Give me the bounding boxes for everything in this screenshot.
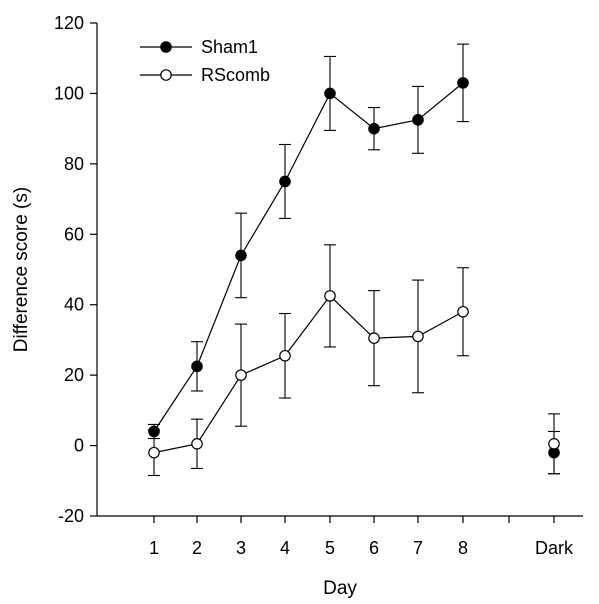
y-tick-label: 0 [74, 436, 84, 456]
legend: Sham1 RScomb [140, 37, 270, 85]
series-line [153, 295, 464, 454]
legend-marker [160, 41, 172, 53]
data-point [279, 175, 291, 188]
x-tick-label: 4 [280, 538, 290, 558]
data-point [235, 249, 247, 262]
series-rscomb [148, 244, 560, 477]
data-point [279, 349, 291, 362]
data-point [324, 290, 336, 302]
data-point [412, 330, 424, 343]
data-point [412, 114, 424, 126]
legend-marker [160, 69, 172, 81]
data-point [324, 87, 336, 100]
y-tick-label: 100 [54, 83, 84, 103]
data-point [235, 369, 247, 381]
series-layer [148, 43, 560, 477]
x-axis-title: Day [323, 578, 357, 599]
y-tick-label: 40 [64, 295, 84, 315]
axes: -20 0 20 40 60 80 100 120 1 2 3 4 5 6 7 8 Dark [54, 13, 583, 558]
x-tick-label: 2 [192, 538, 202, 558]
y-tick-label: 60 [64, 224, 84, 244]
y-axis-title: Difference score (s) [11, 187, 32, 352]
x-tick-label: 1 [149, 538, 159, 558]
x-tick-label: 3 [236, 538, 246, 558]
data-point [148, 446, 160, 459]
series-line [153, 82, 464, 432]
data-point [191, 438, 203, 450]
data-point [191, 360, 203, 373]
y-tick-label: 120 [54, 13, 84, 33]
x-tick-label: 7 [413, 538, 423, 558]
y-tick-label: -20 [58, 506, 84, 526]
data-point [548, 438, 560, 450]
data-point [368, 332, 380, 344]
y-tick-label: 20 [64, 365, 84, 385]
data-point [457, 77, 469, 89]
data-point [457, 305, 469, 318]
y-tick-label: 80 [64, 154, 84, 174]
data-point [368, 122, 380, 135]
series-sham1 [148, 43, 560, 475]
x-tick-label: 8 [458, 538, 468, 558]
legend-label: RScomb [201, 65, 270, 85]
x-tick-label: 5 [325, 538, 335, 558]
x-tick-label: Dark [535, 538, 574, 558]
x-tick-label: 6 [369, 538, 379, 558]
legend-label: Sham1 [201, 37, 258, 57]
